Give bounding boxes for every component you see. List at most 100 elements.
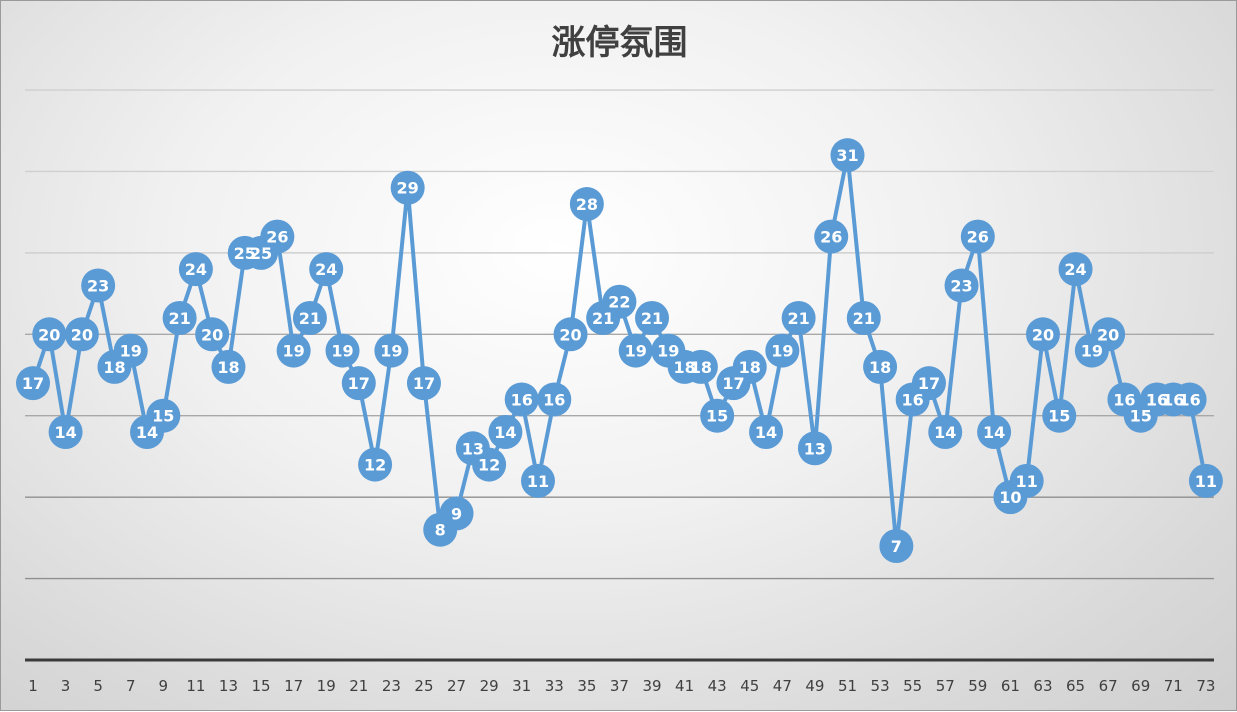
data-label: 19 (380, 342, 402, 361)
data-point (1042, 398, 1077, 433)
data-point (1058, 252, 1093, 287)
data-label: 17 (22, 374, 44, 393)
x-tick-label: 55 (903, 677, 922, 695)
x-tick-label: 1 (28, 677, 38, 695)
data-label: 10 (999, 488, 1021, 507)
data-point (488, 415, 523, 450)
data-label: 28 (576, 195, 598, 214)
data-label: 15 (152, 407, 174, 426)
data-point (1172, 382, 1207, 417)
data-label: 15 (1048, 407, 1070, 426)
data-label: 20 (38, 325, 60, 344)
data-label: 26 (967, 228, 989, 247)
data-point (814, 219, 849, 254)
data-label: 17 (413, 374, 435, 393)
data-label: 29 (397, 179, 419, 198)
x-tick-label: 63 (1033, 677, 1052, 695)
data-point (472, 447, 507, 482)
data-point (113, 333, 148, 368)
data-label: 16 (902, 390, 924, 409)
data-label: 23 (950, 276, 972, 295)
data-point (781, 301, 816, 336)
data-label: 20 (1097, 325, 1119, 344)
data-label: 13 (804, 439, 826, 458)
data-label: 21 (299, 309, 321, 328)
x-tick-label: 25 (414, 677, 433, 695)
data-label: 31 (836, 146, 858, 165)
data-point (944, 268, 979, 303)
x-tick-labels: 1 3 5 7 9 11 13 15 17 19 21 23 25 27 29 31 33 35 37 39 41 43 4… (28, 677, 1215, 695)
data-label: 14 (983, 423, 1005, 442)
data-point (537, 382, 572, 417)
data-label: 20 (559, 325, 581, 344)
chart-title: 涨停氛围 (551, 23, 688, 63)
x-tick-label: 29 (480, 677, 499, 695)
data-label: 12 (478, 456, 500, 475)
x-tick-label: 53 (871, 677, 890, 695)
data-label: 13 (462, 439, 484, 458)
x-tick-label: 5 (93, 677, 103, 695)
x-tick-label: 69 (1131, 677, 1150, 695)
data-label: 19 (625, 342, 647, 361)
data-point (830, 138, 865, 173)
data-point (765, 333, 800, 368)
data-point (81, 268, 116, 303)
data-point (374, 333, 409, 368)
x-tick-label: 7 (126, 677, 136, 695)
data-label: 26 (266, 228, 288, 247)
data-label: 18 (739, 358, 761, 377)
data-label: 19 (771, 342, 793, 361)
data-point (325, 333, 360, 368)
x-tick-label: 33 (545, 677, 564, 695)
data-label: 19 (283, 342, 305, 361)
x-tick-label: 45 (740, 677, 759, 695)
x-tick-label: 43 (708, 677, 727, 695)
x-tick-label: 3 (61, 677, 71, 695)
x-tick-label: 19 (317, 677, 336, 695)
data-label: 22 (608, 293, 630, 312)
data-label: 25 (234, 244, 256, 263)
data-point (797, 431, 832, 466)
data-label: 12 (364, 456, 386, 475)
data-point (960, 219, 995, 254)
data-points: 1720142023181914152124201825252619212419… (16, 138, 1223, 564)
data-point (48, 415, 83, 450)
data-point (977, 415, 1012, 450)
data-label: 16 (1113, 390, 1135, 409)
data-label: 21 (592, 309, 614, 328)
data-label: 15 (706, 407, 728, 426)
data-label: 14 (54, 423, 76, 442)
data-label: 24 (1064, 260, 1086, 279)
data-label: 14 (934, 423, 956, 442)
x-tick-label: 49 (805, 677, 824, 695)
data-point (683, 349, 718, 384)
data-point (211, 349, 246, 384)
data-label: 24 (185, 260, 207, 279)
data-label: 19 (1081, 342, 1103, 361)
data-point (635, 301, 670, 336)
data-label: 20 (201, 325, 223, 344)
data-label: 16 (1162, 390, 1184, 409)
data-label: 18 (217, 358, 239, 377)
data-label: 17 (348, 374, 370, 393)
data-label: 11 (1016, 472, 1038, 491)
data-label: 24 (315, 260, 337, 279)
data-label: 19 (657, 342, 679, 361)
data-label: 9 (451, 504, 462, 523)
data-label: 7 (891, 537, 902, 556)
x-tick-label: 9 (159, 677, 169, 695)
data-label: 20 (1032, 325, 1054, 344)
data-point (64, 317, 99, 352)
x-tick-label: 35 (577, 677, 596, 695)
data-point (749, 415, 784, 450)
data-label: 11 (527, 472, 549, 491)
data-point (618, 333, 653, 368)
data-point (146, 398, 181, 433)
data-label: 14 (136, 423, 158, 442)
data-point (358, 447, 393, 482)
data-point (292, 301, 327, 336)
data-point (1188, 463, 1223, 498)
x-tick-label: 47 (773, 677, 792, 695)
